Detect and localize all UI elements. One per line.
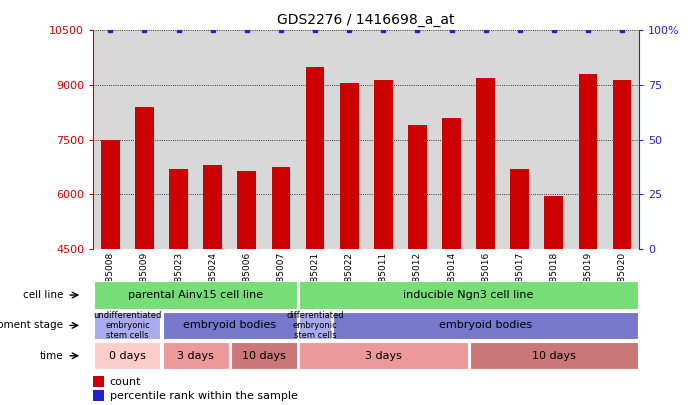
Bar	[613, 79, 632, 249]
Bar	[299, 312, 331, 339]
Title: GDS2276 / 1416698_a_at: GDS2276 / 1416698_a_at	[278, 13, 455, 27]
Bar	[299, 342, 468, 369]
Text: parental Ainv15 cell line: parental Ainv15 cell line	[128, 290, 263, 300]
Bar	[476, 78, 495, 249]
Bar	[299, 281, 638, 309]
Bar	[94, 342, 160, 369]
Bar	[169, 169, 188, 249]
Text: differentiated
embryonic
stem cells: differentiated embryonic stem cells	[286, 311, 344, 340]
Text: embryoid bodies: embryoid bodies	[439, 320, 532, 330]
Bar	[94, 312, 160, 339]
Bar	[135, 107, 154, 249]
Text: percentile rank within the sample: percentile rank within the sample	[110, 391, 298, 401]
Bar	[340, 83, 359, 249]
Bar	[470, 342, 638, 369]
Bar	[374, 79, 392, 249]
Text: 0 days: 0 days	[109, 351, 146, 361]
Bar	[93, 376, 104, 387]
Text: count: count	[110, 377, 141, 387]
Text: 10 days: 10 days	[532, 351, 576, 361]
Bar	[511, 169, 529, 249]
Bar	[408, 125, 427, 249]
Bar	[231, 342, 297, 369]
Bar	[333, 312, 638, 339]
Bar	[272, 167, 290, 249]
Text: embryoid bodies: embryoid bodies	[183, 320, 276, 330]
Bar	[94, 281, 297, 309]
Bar	[545, 196, 563, 249]
Bar	[162, 312, 297, 339]
Text: cell line: cell line	[23, 290, 64, 300]
Text: inducible Ngn3 cell line: inducible Ngn3 cell line	[404, 290, 533, 300]
Text: 3 days: 3 days	[177, 351, 214, 361]
Bar	[238, 171, 256, 249]
Bar	[578, 74, 598, 249]
Bar	[203, 165, 222, 249]
Bar	[93, 390, 104, 401]
Bar	[162, 342, 229, 369]
Bar	[101, 140, 120, 249]
Bar	[442, 118, 461, 249]
Text: time: time	[40, 351, 64, 361]
Text: 10 days: 10 days	[242, 351, 286, 361]
Text: 3 days: 3 days	[365, 351, 401, 361]
Text: development stage: development stage	[0, 320, 64, 330]
Text: undifferentiated
embryonic
stem cells: undifferentiated embryonic stem cells	[93, 311, 162, 340]
Bar	[305, 67, 325, 249]
